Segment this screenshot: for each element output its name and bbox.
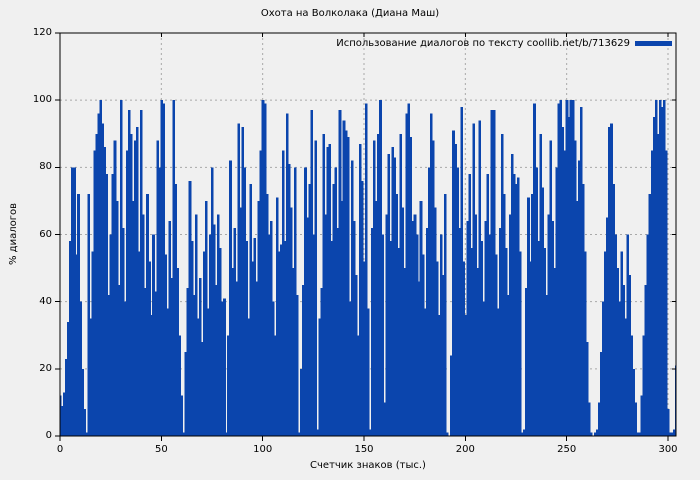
x-tick-label: 100	[253, 444, 273, 455]
y-tick-label: 0	[45, 430, 52, 441]
x-tick-label: 200	[455, 444, 475, 455]
x-tick-label: 250	[557, 444, 577, 455]
x-tick-label: 150	[354, 444, 374, 455]
y-tick-label: 80	[39, 161, 52, 173]
y-tick-label: 120	[32, 27, 52, 38]
axis-ticks	[55, 32, 676, 441]
y-tick-label: 40	[39, 295, 52, 307]
x-tick-label: 300	[658, 444, 678, 455]
y-tick-label: 100	[32, 94, 52, 106]
legend-swatch	[635, 41, 672, 46]
bars	[60, 100, 676, 437]
x-tick-label: 0	[56, 444, 64, 455]
legend-label: Использование диалогов по тексту coollib…	[336, 38, 630, 49]
x-tick-label: 50	[154, 444, 168, 455]
y-tick-label: 60	[39, 228, 52, 240]
y-tick-label: 20	[39, 362, 52, 374]
chart-title: Охота на Волколака (Диана Маш)	[260, 8, 440, 19]
x-axis-label: Счетчик знаков (тыс.)	[310, 460, 426, 471]
